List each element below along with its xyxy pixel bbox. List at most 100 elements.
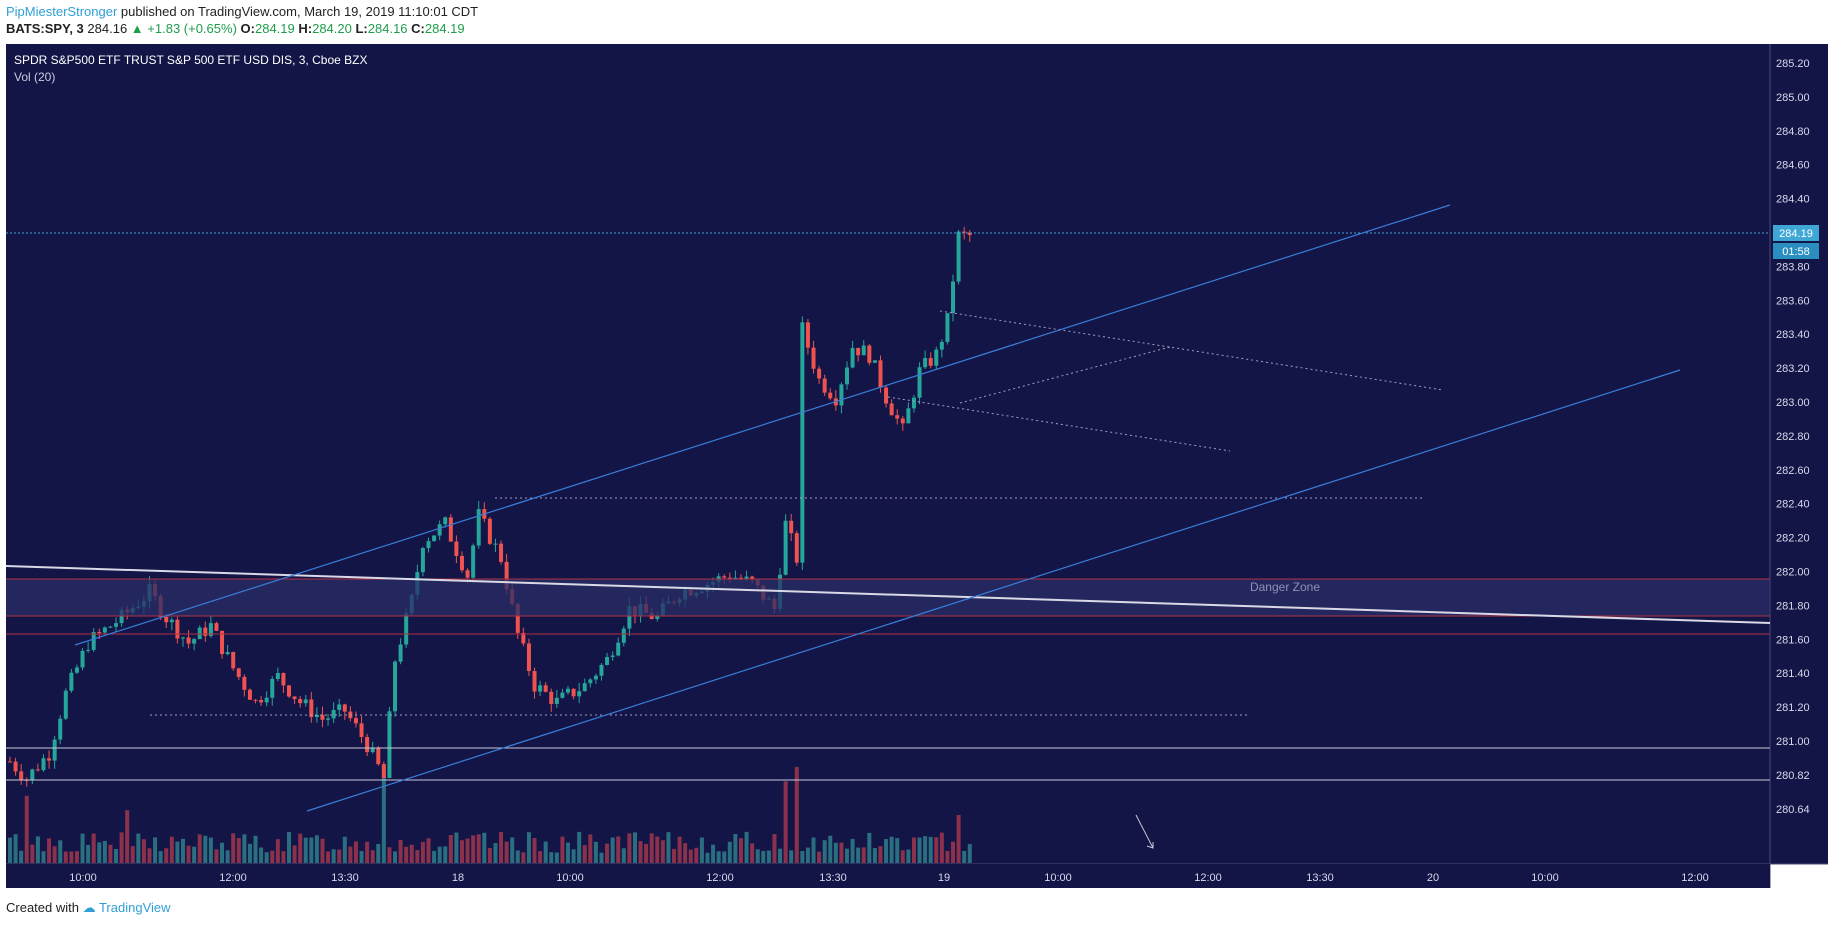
publish-info: PipMiesterStronger published on TradingV… <box>6 4 478 19</box>
candle-body <box>471 545 476 578</box>
trend-line <box>5 565 1771 624</box>
y-tick-label: 284.40 <box>1776 194 1810 206</box>
candle-body <box>86 649 91 651</box>
x-tick-label: 12:00 <box>706 872 734 884</box>
volume-bar <box>716 851 721 863</box>
x-tick-label: 10:00 <box>556 872 584 884</box>
volume-bar <box>895 838 900 863</box>
candle-body <box>917 367 922 398</box>
candle-body <box>928 358 933 366</box>
volume-bar <box>727 841 732 863</box>
volume-bar <box>900 850 905 863</box>
author-link[interactable]: PipMiesterStronger <box>6 4 118 19</box>
volume-bar <box>231 833 236 863</box>
volume-bar <box>805 847 810 863</box>
x-tick-label: 13:30 <box>331 872 359 884</box>
candle-body <box>610 655 615 658</box>
volume-bar <box>192 846 197 863</box>
candle-body <box>281 673 286 686</box>
candle-body <box>247 689 252 700</box>
volume-bar <box>437 846 442 863</box>
volume-bar <box>616 836 621 863</box>
volume-bar <box>649 833 654 863</box>
volume-bar <box>515 850 520 863</box>
candle-body <box>398 644 403 662</box>
y-tick-label: 283.80 <box>1776 261 1810 273</box>
candle-body <box>616 642 621 656</box>
candle-body <box>872 360 877 363</box>
volume-bar <box>621 848 626 863</box>
candle-body <box>867 345 872 363</box>
volume-bar <box>253 835 258 863</box>
volume-bar <box>582 845 587 863</box>
volume-bar <box>420 841 425 863</box>
volume-bar <box>861 847 866 863</box>
volume-bar <box>967 844 972 863</box>
candle-body <box>526 643 531 672</box>
volume-bar <box>35 836 40 863</box>
volume-bar <box>571 849 576 863</box>
volume-bar <box>86 844 91 863</box>
candle-body <box>108 626 113 628</box>
candle-body <box>47 758 52 761</box>
candle-body <box>822 378 827 393</box>
candle-body <box>588 679 593 684</box>
volume-bar <box>186 845 191 863</box>
y-tick-label: 284.80 <box>1776 126 1810 138</box>
candle-body <box>91 632 96 650</box>
price-axis <box>1770 44 1828 864</box>
volume-bar <box>114 848 119 863</box>
volume-bar <box>738 838 743 863</box>
last-price: 284.16 <box>87 21 128 36</box>
volume-bar <box>264 852 269 863</box>
volume-bar <box>30 844 35 863</box>
symbol-info: BATS:SPY, 3 284.16 ▲ +1.83 (+0.65%) O:28… <box>6 21 465 36</box>
volume-bar <box>432 850 437 863</box>
candle-body <box>426 541 431 549</box>
volume-bar <box>169 836 174 863</box>
last-price-box <box>1773 225 1819 241</box>
danger-zone-label: Danger Zone <box>1250 580 1320 594</box>
volume-bar <box>376 843 381 863</box>
volume-bar <box>309 837 314 863</box>
volume-bar <box>705 852 710 863</box>
volume-bar <box>493 843 498 863</box>
y-tick-label: 282.40 <box>1776 499 1810 511</box>
volume-bar <box>672 848 677 863</box>
volume-bar <box>833 842 838 863</box>
volume-bar <box>526 832 531 863</box>
volume-bar <box>599 852 604 863</box>
volume-bar <box>755 849 760 863</box>
y-tick-label: 281.60 <box>1776 634 1810 646</box>
y-tick-label: 283.60 <box>1776 295 1810 307</box>
candle-body <box>906 408 911 424</box>
volume-bar <box>448 835 453 863</box>
volume-bar <box>677 836 682 863</box>
volume-bar <box>822 840 827 863</box>
volume-bar <box>560 836 565 863</box>
candle-body <box>242 676 247 690</box>
y-tick-label: 284.60 <box>1776 160 1810 172</box>
candle-body <box>292 696 297 700</box>
high-value: 284.20 <box>312 21 352 36</box>
candle-body <box>314 714 319 718</box>
candle-body <box>30 769 35 780</box>
indicator-label: Vol (20) <box>14 70 55 84</box>
volume-bar <box>236 837 241 863</box>
countdown-label: 01:58 <box>1782 246 1810 258</box>
x-tick-label: 12:00 <box>1194 872 1222 884</box>
tradingview-link[interactable]: ☁ TradingView <box>82 900 171 915</box>
x-tick-label: 20 <box>1427 872 1439 884</box>
candle-body <box>420 548 425 573</box>
candle-body <box>19 771 24 780</box>
volume-bar <box>353 841 358 863</box>
y-tick-label: 281.80 <box>1776 600 1810 612</box>
volume-bar <box>638 841 643 863</box>
volume-bar <box>906 849 911 863</box>
volume-bar <box>74 851 79 863</box>
y-tick-label: 283.00 <box>1776 397 1810 409</box>
candle-body <box>727 577 732 580</box>
volume-bar <box>744 831 749 863</box>
volume-bar <box>147 848 152 863</box>
